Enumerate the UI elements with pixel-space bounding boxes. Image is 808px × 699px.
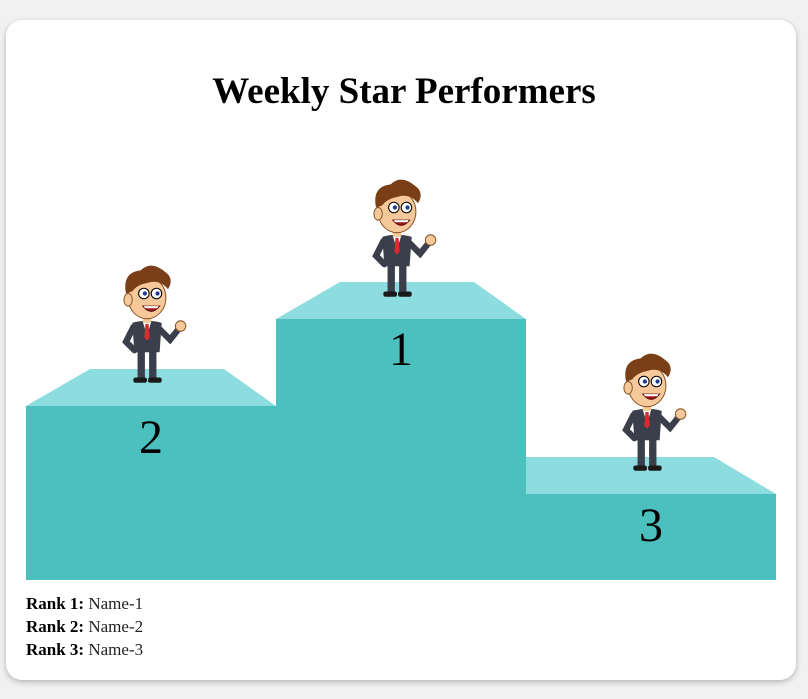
- rank-item: Rank 3: Name-3: [26, 638, 143, 661]
- rank-label: Rank 3:: [26, 640, 84, 659]
- rank-name: Name-1: [88, 594, 143, 613]
- businessman-icon: [124, 266, 186, 383]
- rank-item: Rank 1: Name-1: [26, 592, 143, 615]
- rank-name: Name-2: [88, 617, 143, 636]
- rank-label: Rank 1:: [26, 594, 84, 613]
- businessman-icon: [624, 354, 686, 471]
- rank-item: Rank 2: Name-2: [26, 615, 143, 638]
- rank-name: Name-3: [88, 640, 143, 659]
- rank-label: Rank 2:: [26, 617, 84, 636]
- podium-second-number: 2: [139, 411, 163, 464]
- podium-first-number: 1: [389, 323, 413, 376]
- rank-list: Rank 1: Name-1 Rank 2: Name-2 Rank 3: Na…: [26, 592, 143, 661]
- podium-third-number: 3: [639, 499, 663, 552]
- businessman-icon: [374, 180, 436, 297]
